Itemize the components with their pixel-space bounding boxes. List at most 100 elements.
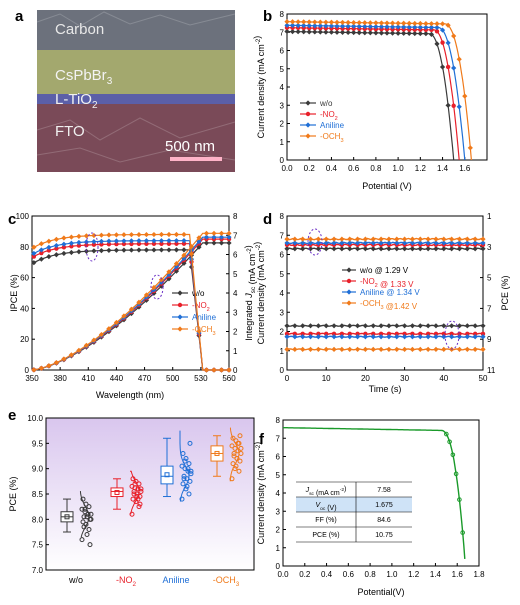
current-point [409,246,416,252]
current-point [300,246,306,252]
jsc-point [83,342,90,349]
table-value: 84.6 [377,517,391,524]
pce-point [433,331,439,337]
data-point [351,19,357,26]
current-point [409,240,416,246]
ipce-point [129,241,134,247]
pce-point [347,331,352,337]
data-point [230,435,236,441]
y-tick-label: 40 [20,304,29,313]
ipce-point [84,242,89,248]
ipce-point [113,232,120,238]
table-label: Voc (V) [315,502,336,512]
pce-point [354,323,361,329]
ipce-point [46,244,52,250]
pce-point [386,331,392,337]
x-tick-label: 1.0 [393,164,405,173]
current-point [425,246,431,252]
ipce-point [98,238,105,244]
current-point [284,240,290,246]
data-point [362,20,368,26]
y-tick-label: 2 [276,526,281,535]
x-tick-label: 40 [439,374,448,383]
ipce-point [128,232,135,238]
data-point [181,473,187,479]
pce-point [394,323,400,329]
data-point [445,64,451,70]
pce-point [425,334,431,340]
y-tick-label: 20 [20,335,29,344]
data-point [284,19,290,25]
x-tick-label: 10 [322,374,331,383]
current-point [394,236,400,242]
current-point [456,236,463,242]
legend-label: -NO2 [192,301,210,313]
data-point [367,23,373,30]
data-point [423,24,429,30]
current-point [480,236,486,242]
data-point [230,461,236,467]
pce-point [402,346,408,352]
pce-point [331,323,337,329]
ipce-point [98,247,105,254]
ipce-point [68,240,74,246]
x-tick-label: 0.6 [348,164,360,173]
legend-label: -NO2 [320,110,338,122]
data-point [456,104,462,110]
data-point [417,24,423,30]
panel-c: c 350 380 410 440 470 500 530 56002040608010001… [8,211,257,400]
pce-point [472,346,478,352]
panel-letter-e: e [8,407,16,424]
pce-point [409,346,416,352]
pce-point [410,331,415,337]
data-point [238,445,244,451]
pce-point [480,323,486,329]
data-point [129,511,135,517]
ipce-point [68,249,74,256]
ipce-point [121,241,127,247]
jsc-point [136,299,142,305]
data-point [323,23,329,29]
jsc-point [98,331,105,338]
jsc-point [218,234,225,240]
pce-point [386,323,392,329]
current-point [456,246,463,252]
current-point [433,236,439,242]
ipce-point [91,248,97,254]
data-point [334,23,340,29]
jsc-point [211,234,217,240]
legend-label: w/o @ 1.29 V [359,266,409,275]
data-point [440,40,445,45]
current-point [472,236,478,242]
current-point [433,246,439,252]
ipce-point [218,367,225,373]
pce-point [324,331,329,337]
current-point [417,240,423,246]
current-point [370,246,376,252]
layer-label-fto: FTO [55,123,85,140]
current-point [386,236,392,242]
pce-point [472,331,478,337]
data-point [295,29,301,35]
ipce-point [76,243,82,248]
data-point [185,468,191,474]
data-point [183,486,189,492]
data-point [356,30,362,36]
pce-point [378,346,384,352]
legend-marker [305,111,311,117]
y-tick-label: 9.0 [32,465,44,474]
jsc-point [218,240,225,246]
legend-marker [346,300,352,306]
data-point [88,511,94,517]
ipce-point [166,247,172,253]
y-tick-label: 3 [276,507,281,516]
data-point [401,24,407,30]
current-point [315,246,321,252]
pce-point [300,334,306,340]
ipce-point [143,238,150,244]
jsc-point [203,240,210,246]
data-point [306,29,312,35]
y-tick-label: 1 [280,347,285,356]
x-tick-label: 350 [25,374,39,383]
ipce-point [76,249,82,255]
